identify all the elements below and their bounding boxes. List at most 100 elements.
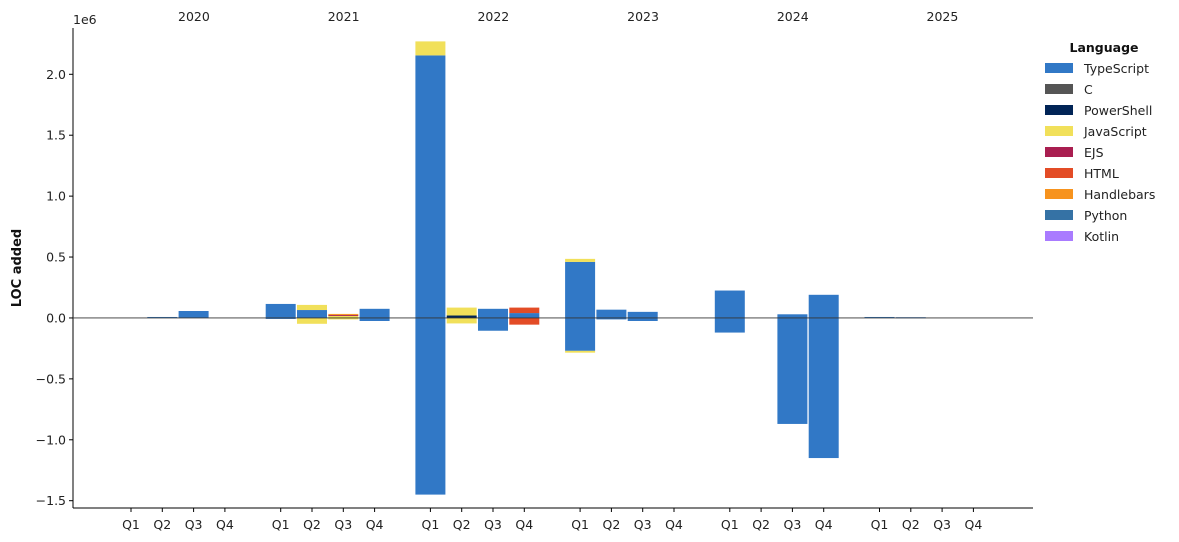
- bar-segment-typescript: [178, 311, 209, 318]
- bar-segment-typescript: [415, 55, 446, 318]
- bar-segment-typescript: [359, 317, 390, 321]
- y-axis: −1.5 −1.0 −0.5 0.0 0.5 1.0 1.5 2.0: [36, 28, 74, 508]
- bar-segment-javascript: [446, 307, 477, 316]
- bar-segment-typescript: [415, 317, 446, 495]
- x-tick-label: Q3: [933, 517, 951, 532]
- bar-segment-javascript: [565, 258, 596, 262]
- bar-segment-typescript: [596, 317, 627, 320]
- bar-segment-typescript: [565, 317, 596, 351]
- bar-segment-typescript: [627, 311, 658, 318]
- bar-segment-javascript: [415, 41, 446, 56]
- year-labels: 2020 2021 2022 2023 2024 2025: [178, 9, 958, 24]
- y-tick-label: −0.5: [36, 371, 66, 386]
- x-tick-label: Q3: [634, 517, 652, 532]
- bar-segment-typescript: [864, 316, 895, 318]
- bar-segment-typescript: [565, 261, 596, 318]
- bar-segment-typescript: [478, 317, 508, 331]
- bar-segment-typescript: [777, 314, 808, 318]
- x-tick-label: Q1: [272, 517, 290, 532]
- x-tick-label: Q1: [571, 517, 589, 532]
- y-tick-label: 1.0: [46, 189, 66, 204]
- legend-label-python: Python: [1084, 208, 1127, 223]
- y-offset-label: 1e6: [73, 12, 97, 27]
- x-tick-label: Q3: [334, 517, 352, 532]
- bar-segment-javascript: [297, 304, 327, 311]
- bar-segment-javascript: [328, 317, 359, 320]
- legend-label-powershell: PowerShell: [1084, 103, 1152, 118]
- x-tick-label: Q2: [902, 517, 920, 532]
- legend-swatch-typescript: [1045, 63, 1073, 73]
- bar-segment-javascript: [446, 317, 477, 324]
- x-tick-label: Q4: [815, 517, 833, 532]
- legend-label-handlebars: Handlebars: [1084, 187, 1155, 202]
- y-tick-label: −1.0: [36, 432, 66, 447]
- bar-segment-typescript: [265, 303, 296, 318]
- x-tick-label: Q3: [784, 517, 802, 532]
- bar-segment-typescript: [147, 316, 178, 318]
- x-tick-label: Q2: [603, 517, 621, 532]
- x-tick-label: Q1: [721, 517, 739, 532]
- bar-segment-typescript: [265, 317, 296, 319]
- x-tick-label: Q1: [122, 517, 140, 532]
- x-tick-label: Q4: [216, 517, 234, 532]
- bar-segment-typescript: [359, 308, 390, 318]
- y-tick-label: 1.5: [46, 128, 66, 143]
- x-tick-label: Q3: [185, 517, 203, 532]
- legend-swatch-python: [1045, 210, 1073, 220]
- bar-segment-html: [509, 317, 540, 325]
- legend-label-html: HTML: [1084, 166, 1119, 181]
- bar-segment-typescript: [297, 310, 327, 318]
- x-tick-label: Q2: [752, 517, 770, 532]
- bar-segment-typescript: [808, 294, 839, 318]
- y-tick-label: 2.0: [46, 67, 66, 82]
- bar-segment-typescript: [627, 317, 658, 321]
- bar-segment-ejs: [328, 314, 359, 316]
- legend-label-c: C: [1084, 82, 1093, 97]
- year-label: 2024: [777, 9, 809, 24]
- legend-swatch-kotlin: [1045, 231, 1073, 241]
- legend-swatch-ejs: [1045, 147, 1073, 157]
- legend-swatch-html: [1045, 168, 1073, 178]
- x-tick-label: Q4: [965, 517, 983, 532]
- legend-label-kotlin: Kotlin: [1084, 229, 1119, 244]
- bars: [147, 41, 926, 495]
- legend-label-ejs: EJS: [1084, 145, 1104, 160]
- bar-segment-javascript: [297, 317, 327, 324]
- x-tick-label: Q2: [153, 517, 171, 532]
- x-tick-label: Q2: [453, 517, 471, 532]
- legend-swatch-powershell: [1045, 105, 1073, 115]
- x-tick-label: Q1: [871, 517, 889, 532]
- x-tick-label: Q1: [422, 517, 440, 532]
- y-tick-label: −1.5: [36, 493, 66, 508]
- x-axis: Q1 Q2 Q3 Q4 Q1 Q2 Q3 Q4 Q1 Q2 Q3 Q4 Q1 Q2 Q3 Q4 Q1 Q2 Q3 Q4…: [73, 507, 1033, 532]
- x-tick-label: Q3: [484, 517, 502, 532]
- y-tick-label: 0.5: [46, 250, 66, 265]
- bar-segment-typescript: [509, 313, 540, 318]
- bar-segment-typescript: [777, 317, 808, 424]
- bar-segment-typescript: [714, 317, 745, 333]
- x-tick-label: Q4: [515, 517, 533, 532]
- bar-segment-javascript: [328, 315, 359, 318]
- bar-segment-typescript: [596, 309, 627, 318]
- legend-label-typescript: TypeScript: [1083, 61, 1149, 76]
- bar-segment-powershell: [446, 315, 477, 318]
- year-label: 2020: [178, 9, 210, 24]
- x-tick-label: Q4: [366, 517, 384, 532]
- y-axis-title: LOC added: [10, 229, 25, 307]
- legend-swatch-javascript: [1045, 126, 1073, 136]
- legend-label-javascript: JavaScript: [1083, 124, 1147, 139]
- bar-segment-typescript: [808, 317, 839, 459]
- legend-title: Language: [1069, 40, 1138, 55]
- year-label: 2025: [927, 9, 959, 24]
- y-tick-label: 0.0: [46, 310, 66, 325]
- year-label: 2023: [627, 9, 659, 24]
- legend-swatch-c: [1045, 84, 1073, 94]
- legend-swatch-handlebars: [1045, 189, 1073, 199]
- x-tick-label: Q2: [303, 517, 321, 532]
- year-label: 2022: [477, 9, 509, 24]
- bar-segment-javascript: [565, 350, 596, 353]
- bar-segment-typescript: [478, 308, 508, 318]
- year-label: 2021: [328, 9, 360, 24]
- bar-segment-html: [509, 307, 540, 314]
